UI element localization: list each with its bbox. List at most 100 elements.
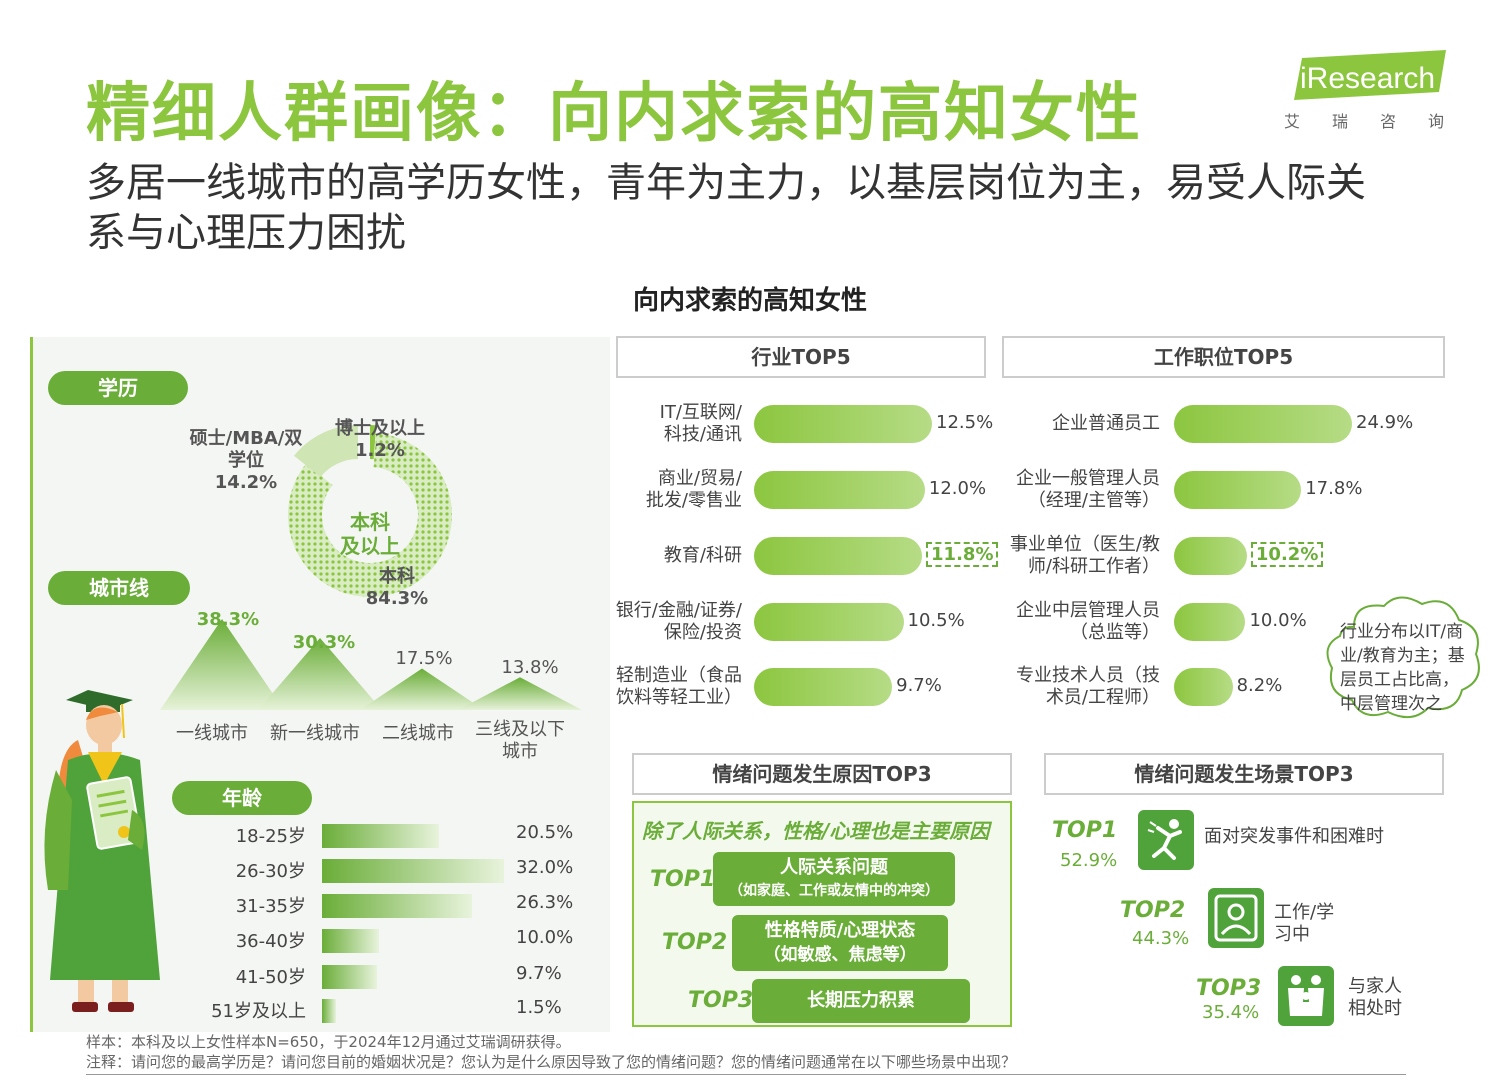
industry-value: 12.0%	[928, 478, 987, 499]
worker-icon	[1208, 888, 1264, 948]
graduate-woman-illustration	[44, 690, 160, 1012]
edu-donut-chart	[288, 425, 452, 597]
position-bar	[1174, 471, 1302, 509]
position-bar	[1174, 668, 1233, 706]
city-mountain-3	[360, 668, 484, 710]
reason-top2-box: 性格特质/心理状态 （如敏感、焦虑等）	[732, 915, 948, 971]
cloud-note-text: 行业分布以IT/商 业/教育为主；基 层员工占比高， 中层管理次之	[1340, 622, 1465, 714]
city-mountain-1	[160, 619, 284, 710]
reason-top3-tag: TOP3	[688, 988, 754, 1013]
industry-label: 商业/贸易/批发/零售业	[645, 468, 742, 511]
city-val-2: 30.3%	[292, 632, 356, 653]
donut-slice-phd	[370, 425, 377, 460]
city-section-label: 城市线	[48, 571, 190, 605]
position-value: 10.2%	[1250, 542, 1324, 567]
scene-top3-label: 与家人 相处时	[1348, 976, 1402, 1019]
age-bar	[322, 999, 336, 1023]
city-val-1: 38.3%	[196, 609, 260, 630]
position-value: 10.0%	[1249, 610, 1307, 631]
age-bar	[322, 859, 504, 883]
city-label-4: 三线及以下 城市	[475, 719, 565, 762]
position-label: 企业一般管理人员 （经理/主管等）	[1016, 468, 1160, 511]
age-label: 26-30岁	[235, 861, 306, 882]
industry-value: 12.5%	[936, 412, 994, 433]
family-icon	[1278, 966, 1334, 1026]
chart-title: 向内求索的高知女性	[632, 286, 867, 316]
edu-section-label: 学历	[48, 371, 188, 405]
donut-slice-master	[294, 425, 358, 477]
page-title: 精细人群画像：向内求索的高知女性	[86, 77, 1142, 151]
city-label-1: 一线城市	[176, 723, 248, 744]
industry-label: 轻制造业（食品 饮料等轻工业）	[616, 665, 742, 708]
footnote-sample: 样本：本科及以上女性样本N=650，于2024年12月通过艾瑞调研获得。	[86, 1033, 571, 1051]
donut-slice-bachelor	[288, 433, 452, 597]
falling-person-icon	[1138, 810, 1194, 870]
industry-label: IT/互联网/科技/通讯	[659, 402, 742, 445]
city-mountain-4	[458, 677, 582, 710]
logo-cn-text: 艾瑞咨询	[1284, 112, 1444, 131]
edu-bachelor-label: 本科 84.3%	[365, 566, 429, 609]
age-bar	[322, 929, 379, 953]
position-bar	[1174, 537, 1247, 575]
industry-bar	[754, 405, 932, 443]
position-label: 专业技术人员（技 术员/工程师）	[1016, 665, 1160, 708]
scene-top1-pct: 52.9%	[1060, 850, 1118, 871]
industry-value: 11.8%	[926, 542, 999, 567]
city-val-4: 13.8%	[501, 657, 559, 678]
industry-header: 行业TOP5	[616, 336, 986, 378]
position-label: 事业单位（医生/教 师/科研工作者）	[1009, 534, 1160, 577]
position-bar	[1174, 603, 1246, 641]
scene-top2-label: 工作/学 习中	[1274, 902, 1335, 945]
position-value: 17.8%	[1305, 478, 1363, 499]
edu-center-label: 本科 及以上	[340, 510, 400, 558]
industry-bar	[754, 471, 925, 509]
industry-bar	[754, 668, 893, 706]
position-label: 企业普通员工	[1052, 413, 1160, 434]
city-mountain-2	[258, 638, 382, 710]
industry-bar	[754, 603, 904, 641]
city-label-2: 新一线城市	[270, 723, 360, 744]
city-label-3: 二线城市	[382, 723, 454, 744]
industry-label: 教育/科研	[663, 545, 742, 566]
edu-phd-label: 博士及以上 1.2%	[335, 418, 425, 461]
age-label: 18-25岁	[235, 826, 306, 847]
industry-bar	[754, 537, 923, 575]
footer-divider	[86, 1074, 1406, 1075]
scenes-header: 情绪问题发生场景TOP3	[1044, 753, 1444, 795]
scene-top1-label: 面对突发事件和困难时	[1204, 826, 1384, 847]
age-value: 20.5%	[516, 822, 574, 843]
age-label: 31-35岁	[235, 896, 306, 917]
reason-top1-tag: TOP1	[650, 867, 716, 892]
reason-top3-box: 长期压力积累	[752, 979, 970, 1023]
age-label: 51岁及以上	[211, 1001, 306, 1022]
position-header: 工作职位TOP5	[1002, 336, 1445, 378]
age-bar	[322, 894, 472, 918]
age-label: 36-40岁	[235, 931, 306, 952]
reasons-headline: 除了人际关系，性格/心理也是主要原因	[642, 819, 990, 843]
industry-value: 9.7%	[896, 675, 942, 696]
scene-top3-pct: 35.4%	[1202, 1002, 1260, 1023]
age-bar	[322, 965, 378, 989]
position-bar	[1174, 405, 1352, 443]
age-value: 26.3%	[516, 892, 574, 913]
logo-banner: iResearch	[1294, 50, 1446, 100]
footnote-note: 注释：请问您的最高学历是？请问您目前的婚姻状况是？您认为是什么原因导致了您的情绪…	[86, 1053, 1017, 1071]
industry-value: 10.5%	[907, 610, 965, 631]
age-label: 41-50岁	[235, 967, 306, 988]
industry-label: 银行/金融/证券/保险/投资	[615, 600, 742, 643]
reason-top2-tag: TOP2	[662, 930, 728, 955]
page-subtitle: 多居一线城市的高学历女性，青年为主力，以基层岗位为主，易受人际关系与心理压力困扰	[86, 160, 1366, 256]
position-value: 24.9%	[1356, 412, 1414, 433]
reason-top1-box: 人际关系问题 （如家庭、工作或友情中的冲突）	[713, 852, 955, 906]
scene-top1-tag: TOP1	[1052, 818, 1118, 843]
reasons-header: 情绪问题发生原因TOP3	[632, 753, 1012, 795]
position-label: 企业中层管理人员 （总监等）	[1016, 600, 1160, 643]
age-bar	[322, 824, 439, 848]
age-value: 10.0%	[516, 927, 574, 948]
age-value: 1.5%	[516, 997, 562, 1018]
edu-master-label: 硕士/MBA/双 学位 14.2%	[189, 428, 303, 493]
scene-top2-pct: 44.3%	[1132, 928, 1190, 949]
age-value: 9.7%	[516, 963, 562, 984]
city-val-3: 17.5%	[395, 648, 453, 669]
position-value: 8.2%	[1236, 675, 1283, 696]
